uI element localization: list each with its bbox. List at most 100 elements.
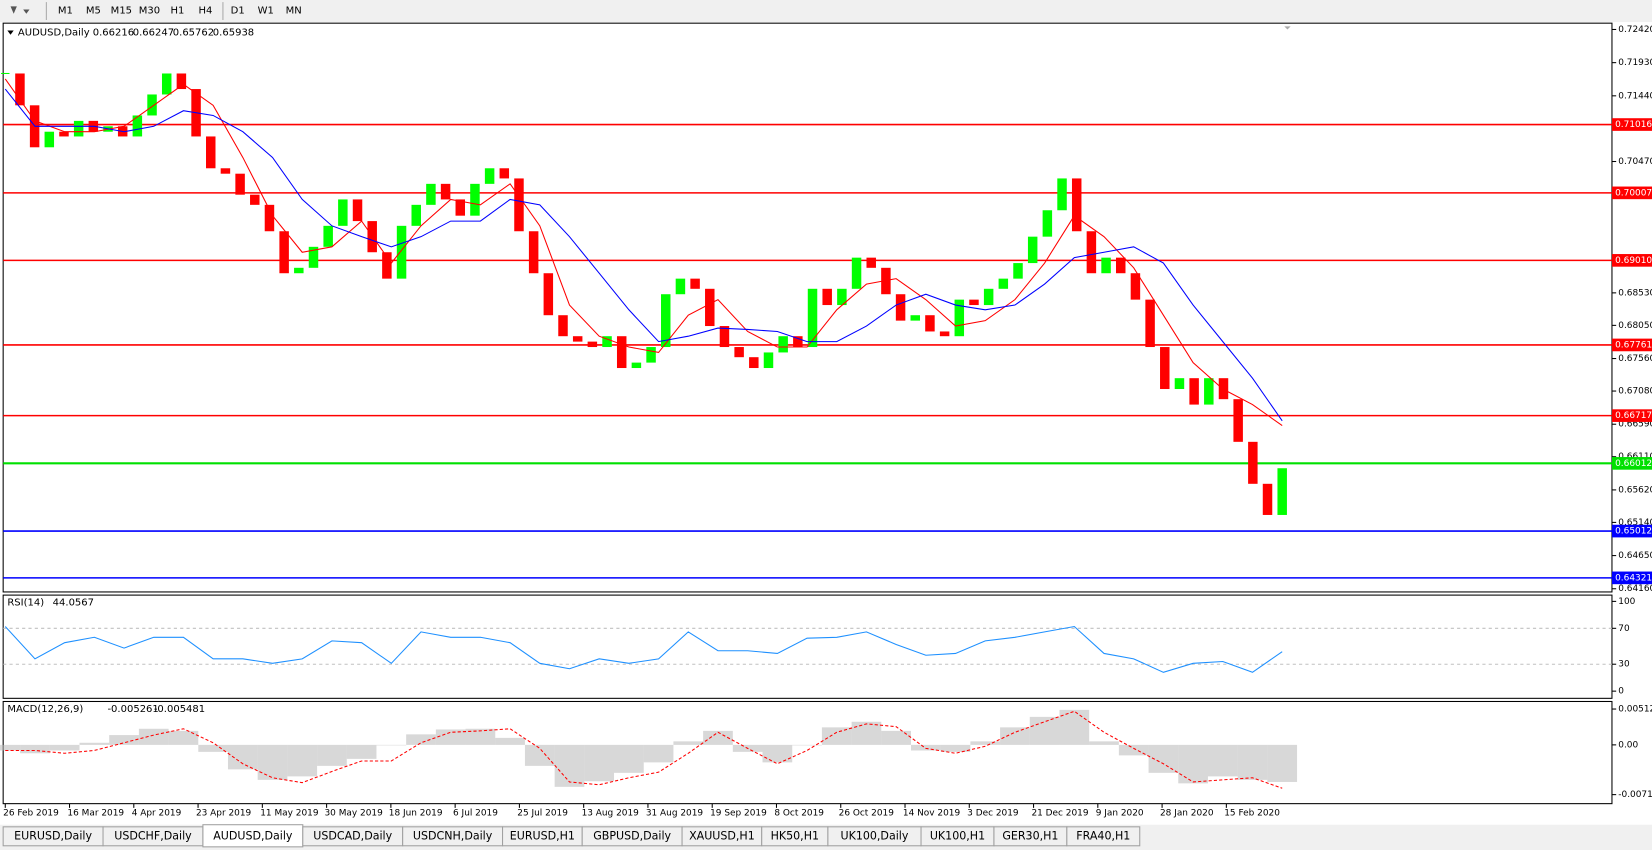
candle — [837, 288, 847, 306]
level-label-box — [1611, 338, 1652, 352]
tab-label[interactable]: HK50,H1 — [771, 829, 819, 842]
y-tick-label: -0.00711 — [1618, 790, 1652, 800]
tab-label[interactable]: UK100,H1 — [930, 829, 985, 842]
ohlc-value: 0.65938 — [213, 28, 254, 39]
x-tick-label: 9 Jan 2020 — [1096, 809, 1144, 819]
histogram-bar — [198, 744, 228, 752]
candle — [1233, 399, 1243, 442]
histogram-bar — [614, 744, 644, 773]
tab-label[interactable]: UK100,Daily — [841, 829, 909, 842]
y-tick-label: 0.00 — [1618, 740, 1638, 750]
tab-label[interactable]: AUDUSD,Daily — [213, 829, 293, 842]
candle — [1057, 178, 1067, 211]
x-tick-label: 14 Nov 2019 — [903, 809, 961, 819]
tab-label[interactable]: USDCNH,Daily — [413, 829, 493, 842]
candle — [147, 94, 157, 116]
candle — [616, 336, 627, 369]
candle — [925, 315, 935, 332]
y-tick-label: 0.68050 — [1618, 321, 1652, 331]
candle — [411, 204, 421, 226]
level-label-box — [1611, 571, 1652, 585]
y-tick-label: 0.67560 — [1618, 354, 1652, 364]
candle — [646, 347, 656, 363]
x-tick-label: 11 May 2019 — [260, 809, 319, 819]
candle — [73, 120, 84, 137]
tab-label[interactable]: GBPUSD,Daily — [593, 829, 671, 842]
menu-arrow[interactable] — [7, 30, 14, 35]
candle — [161, 73, 172, 95]
y-tick-label: 0.64160 — [1618, 584, 1652, 594]
candle — [705, 288, 715, 327]
candle — [807, 288, 818, 348]
timeframe-button[interactable]: H4 — [199, 6, 213, 17]
tab[interactable] — [1066, 826, 1141, 847]
level-label: 0.65012 — [1615, 527, 1652, 537]
level-label-box — [1611, 524, 1652, 538]
tab-label[interactable]: GER30,H1 — [1002, 829, 1058, 842]
candle — [308, 246, 319, 268]
candle — [749, 357, 759, 369]
tab-label[interactable]: USDCAD,Daily — [313, 829, 392, 842]
candle — [1218, 378, 1229, 400]
candle — [719, 326, 730, 348]
candle — [1013, 263, 1023, 279]
tab-label[interactable]: EURUSD,H1 — [510, 829, 575, 842]
candle — [1027, 236, 1038, 264]
timeframe-button[interactable]: M15 — [111, 6, 132, 17]
signal-line — [5, 710, 1283, 789]
histogram-bar — [524, 744, 555, 766]
moving-average — [4, 78, 1283, 427]
timeframe-button[interactable]: MN — [286, 6, 302, 17]
tab-label[interactable]: XAUUSD,H1 — [689, 829, 755, 842]
histogram-bar — [287, 744, 318, 777]
timeframe-button[interactable]: M30 — [139, 6, 160, 17]
candle — [675, 278, 686, 295]
histogram-bar — [257, 744, 288, 780]
histogram-bar — [1267, 744, 1298, 782]
ohlc-value: 0.66216 — [93, 28, 134, 39]
candle — [59, 131, 69, 137]
candle — [470, 183, 480, 216]
y-tick-label: 0.66590 — [1618, 420, 1652, 430]
y-tick-label: 30 — [1618, 660, 1630, 670]
timeframe-button[interactable]: H1 — [170, 6, 184, 17]
histogram-bar — [406, 734, 436, 745]
timeframe-button[interactable]: M5 — [86, 6, 101, 17]
candle — [1262, 483, 1273, 515]
timeframe-button[interactable]: D1 — [231, 6, 245, 17]
x-tick-label: 6 Jul 2019 — [453, 809, 498, 819]
candle — [396, 225, 407, 279]
level-label: 0.67761 — [1615, 340, 1652, 350]
y-tick-label: 0.65620 — [1618, 485, 1652, 495]
tab-label[interactable]: FRA40,H1 — [1076, 829, 1130, 842]
histogram-bar — [317, 744, 347, 766]
candle — [939, 331, 950, 337]
level-label: 0.64321 — [1615, 573, 1652, 583]
x-tick-label: 23 Apr 2019 — [196, 809, 252, 819]
candle — [910, 315, 921, 321]
level-label: 0.66717 — [1615, 411, 1652, 421]
x-tick-label: 30 May 2019 — [325, 809, 384, 819]
toolbar-icon[interactable] — [10, 6, 30, 14]
x-tick-label: 26 Feb 2019 — [3, 809, 59, 819]
candle — [235, 173, 245, 195]
timeframe-button[interactable]: M1 — [58, 6, 73, 17]
candle — [15, 73, 25, 106]
histogram-bar — [1207, 744, 1238, 777]
candle — [1042, 210, 1053, 237]
indicator-value: 44.0567 — [53, 597, 94, 608]
candle — [1174, 378, 1185, 390]
level-label-box — [1611, 457, 1652, 470]
histogram-bar — [495, 737, 525, 745]
tab-label[interactable]: EURUSD,Daily — [14, 829, 92, 842]
candle — [499, 168, 510, 179]
candle — [250, 194, 260, 205]
histogram-bar — [138, 728, 169, 745]
timeframe-button[interactable]: W1 — [258, 6, 274, 17]
candle — [1160, 347, 1170, 390]
histogram-bar — [792, 744, 822, 746]
candle — [426, 183, 436, 205]
x-tick-label: 18 Jun 2019 — [389, 809, 443, 819]
indicator-title: MACD(12,26,9) — [7, 704, 83, 715]
tab-label[interactable]: USDCHF,Daily — [114, 829, 192, 842]
